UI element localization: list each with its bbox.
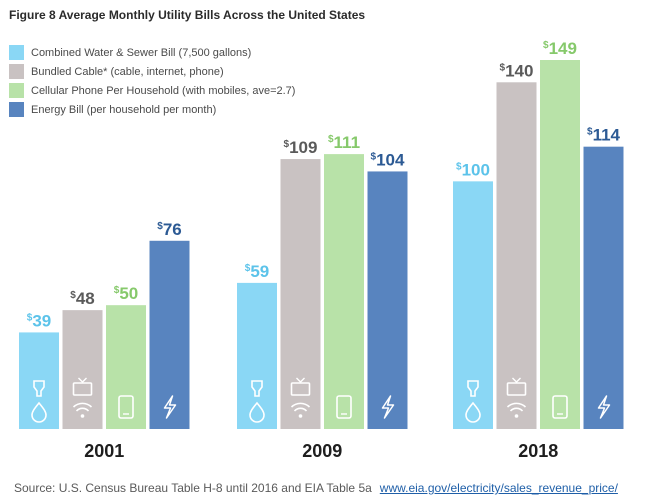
legend-item: Combined Water & Sewer Bill (7,500 gallo… bbox=[9, 45, 295, 60]
legend-swatch bbox=[9, 102, 24, 117]
source-text: Source: U.S. Census Bureau Table H-8 unt… bbox=[14, 481, 372, 495]
bar bbox=[149, 240, 190, 429]
legend-label: Cellular Phone Per Household (with mobil… bbox=[31, 84, 296, 97]
bar bbox=[324, 154, 364, 430]
bar-group: $59 bbox=[237, 262, 277, 429]
bar-group: $104 bbox=[367, 150, 408, 430]
bar bbox=[496, 82, 537, 430]
antenna-icon bbox=[296, 377, 305, 383]
faucet-icon bbox=[251, 380, 263, 397]
data-label: $149 bbox=[543, 39, 577, 58]
wifi-icon bbox=[506, 402, 527, 412]
wifi-icon bbox=[290, 402, 311, 412]
data-label: $39 bbox=[27, 311, 51, 330]
lightning-icon bbox=[597, 395, 611, 419]
water-drop-icon bbox=[465, 401, 481, 423]
legend-label: Bundled Cable* (cable, internet, phone) bbox=[31, 65, 224, 78]
legend-swatch bbox=[9, 45, 24, 60]
bar-group: $111 bbox=[324, 133, 364, 430]
faucet-icon bbox=[33, 380, 45, 397]
wifi-dot-icon bbox=[80, 414, 85, 418]
category-label: 2009 bbox=[302, 441, 342, 461]
lightning-icon bbox=[163, 395, 177, 419]
bar-group: $48 bbox=[62, 289, 103, 429]
bar bbox=[453, 181, 493, 429]
water-drop-icon bbox=[31, 401, 47, 423]
antenna-icon bbox=[512, 377, 521, 383]
data-label: $76 bbox=[157, 220, 181, 239]
wifi-dot-icon bbox=[298, 414, 303, 418]
data-label: $100 bbox=[456, 160, 490, 179]
faucet-icon bbox=[467, 380, 479, 397]
category-label: 2018 bbox=[518, 441, 558, 461]
data-label: $114 bbox=[587, 126, 621, 145]
data-label: $140 bbox=[500, 61, 534, 80]
bar-group: $109 bbox=[280, 138, 321, 429]
chart-title: Figure 8 Average Monthly Utility Bills A… bbox=[9, 8, 366, 22]
legend-item: Energy Bill (per household per month) bbox=[9, 102, 295, 117]
legend: Combined Water & Sewer Bill (7,500 gallo… bbox=[9, 45, 295, 117]
bar bbox=[280, 159, 321, 429]
source-link[interactable]: www.eia.gov/electricity/sales_revenue_pr… bbox=[379, 481, 618, 495]
tv-icon bbox=[290, 382, 311, 396]
bar bbox=[62, 310, 103, 429]
bar-group: $140 bbox=[496, 61, 537, 430]
data-label: $111 bbox=[328, 133, 360, 152]
wifi-icon bbox=[72, 402, 93, 412]
antenna-icon bbox=[78, 377, 87, 383]
legend-label: Combined Water & Sewer Bill (7,500 gallo… bbox=[31, 46, 252, 59]
bar-group: $149 bbox=[540, 39, 580, 429]
source-note: Source: U.S. Census Bureau Table H-8 unt… bbox=[14, 481, 618, 495]
bar bbox=[106, 305, 146, 429]
bar-group: $50 bbox=[106, 284, 146, 429]
bar-group: $76 bbox=[149, 220, 190, 429]
lightning-icon bbox=[381, 395, 395, 419]
bar-group: $114 bbox=[583, 126, 624, 429]
bar bbox=[583, 146, 624, 429]
legend-label: Energy Bill (per household per month) bbox=[31, 103, 217, 116]
data-label: $109 bbox=[284, 138, 318, 157]
data-label: $59 bbox=[245, 262, 269, 281]
water-drop-icon bbox=[249, 401, 265, 423]
tv-icon bbox=[72, 382, 93, 396]
legend-swatch bbox=[9, 64, 24, 79]
legend-swatch bbox=[9, 83, 24, 98]
legend-item: Bundled Cable* (cable, internet, phone) bbox=[9, 64, 295, 79]
bar-group: $39 bbox=[19, 311, 59, 429]
bar bbox=[540, 60, 580, 429]
data-label: $50 bbox=[114, 284, 138, 303]
category-label: 2001 bbox=[84, 441, 124, 461]
data-label: $48 bbox=[70, 289, 94, 308]
phone-icon bbox=[118, 395, 134, 419]
phone-icon bbox=[336, 395, 352, 419]
wifi-dot-icon bbox=[514, 414, 519, 418]
bar-group: $100 bbox=[453, 160, 493, 429]
bar bbox=[237, 282, 277, 429]
legend-item: Cellular Phone Per Household (with mobil… bbox=[9, 83, 295, 98]
data-label: $104 bbox=[371, 150, 405, 169]
phone-icon bbox=[552, 395, 568, 419]
bar bbox=[367, 171, 408, 430]
tv-icon bbox=[506, 382, 527, 396]
